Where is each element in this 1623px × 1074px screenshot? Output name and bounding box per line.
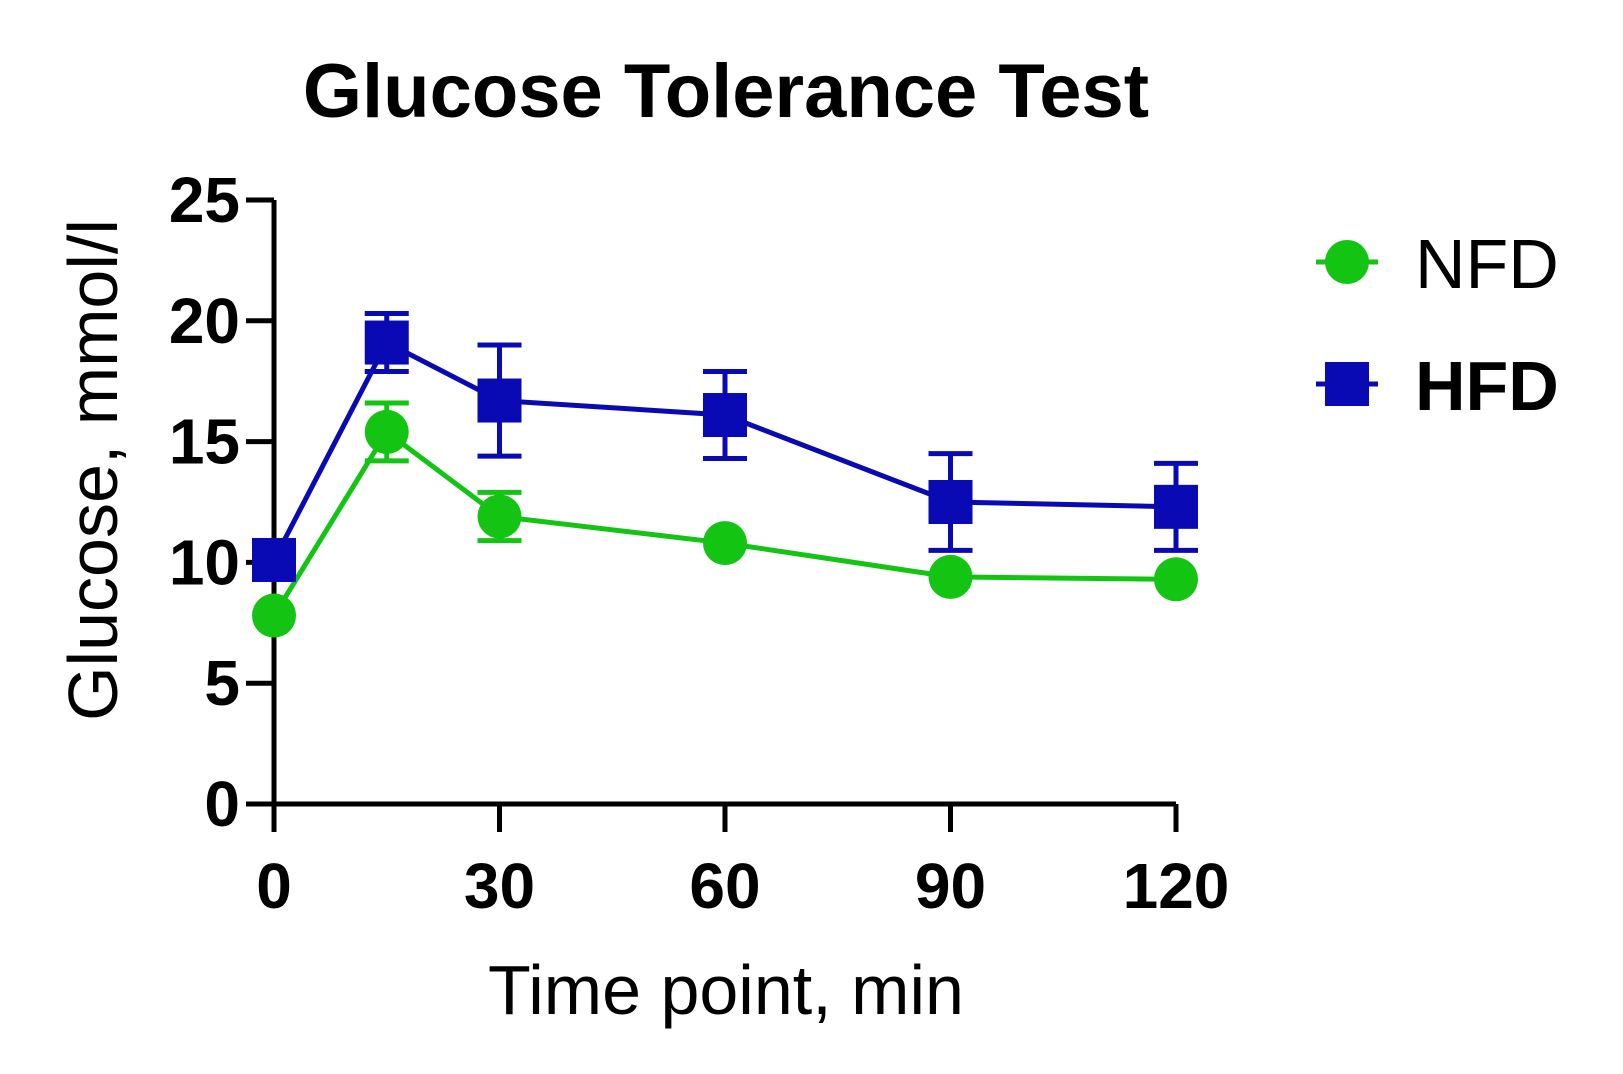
y-tick-label: 0 xyxy=(204,768,240,840)
x-tick-label: 90 xyxy=(915,850,986,922)
data-point xyxy=(703,393,747,438)
data-point xyxy=(252,537,296,582)
data-point xyxy=(364,320,409,365)
legend-item-nfd: NFD xyxy=(1316,225,1559,303)
y-tick-label: 5 xyxy=(204,647,240,719)
x-tick-label: 30 xyxy=(464,850,535,922)
legend-label: HFD xyxy=(1415,347,1559,425)
plot-area xyxy=(252,311,1198,638)
x-tick-label: 60 xyxy=(689,850,760,922)
y-axis-label: Glucose, mmol/l xyxy=(54,219,132,721)
y-tick-label: 25 xyxy=(169,164,240,236)
data-point xyxy=(477,378,522,423)
data-point xyxy=(928,480,973,524)
legend: NFD HFD xyxy=(1316,225,1559,425)
axes: 0 5 10 15 20 25 0 30 60 90 120 xyxy=(169,164,1230,922)
legend-marker xyxy=(1325,362,1369,406)
series-line-hfd xyxy=(271,339,1177,562)
data-point xyxy=(364,409,409,454)
x-tick-label: 120 xyxy=(1123,850,1230,922)
x-tick-label: 0 xyxy=(256,850,292,922)
chart-title: Glucose Tolerance Test xyxy=(303,49,1149,134)
data-point xyxy=(477,494,522,539)
series-hfd xyxy=(252,311,1198,582)
series-nfd xyxy=(252,400,1198,638)
data-point xyxy=(1154,557,1198,602)
data-point xyxy=(252,593,296,638)
data-point xyxy=(928,554,973,599)
data-point xyxy=(1154,484,1198,529)
y-tick-label: 20 xyxy=(169,285,240,357)
data-point xyxy=(703,521,747,566)
legend-item-hfd: HFD xyxy=(1316,347,1559,425)
y-tick-label: 15 xyxy=(169,406,240,478)
x-axis-label: Time point, min xyxy=(488,951,964,1029)
y-tick-label: 10 xyxy=(169,526,240,598)
legend-marker xyxy=(1325,240,1369,284)
legend-label: NFD xyxy=(1415,225,1559,303)
